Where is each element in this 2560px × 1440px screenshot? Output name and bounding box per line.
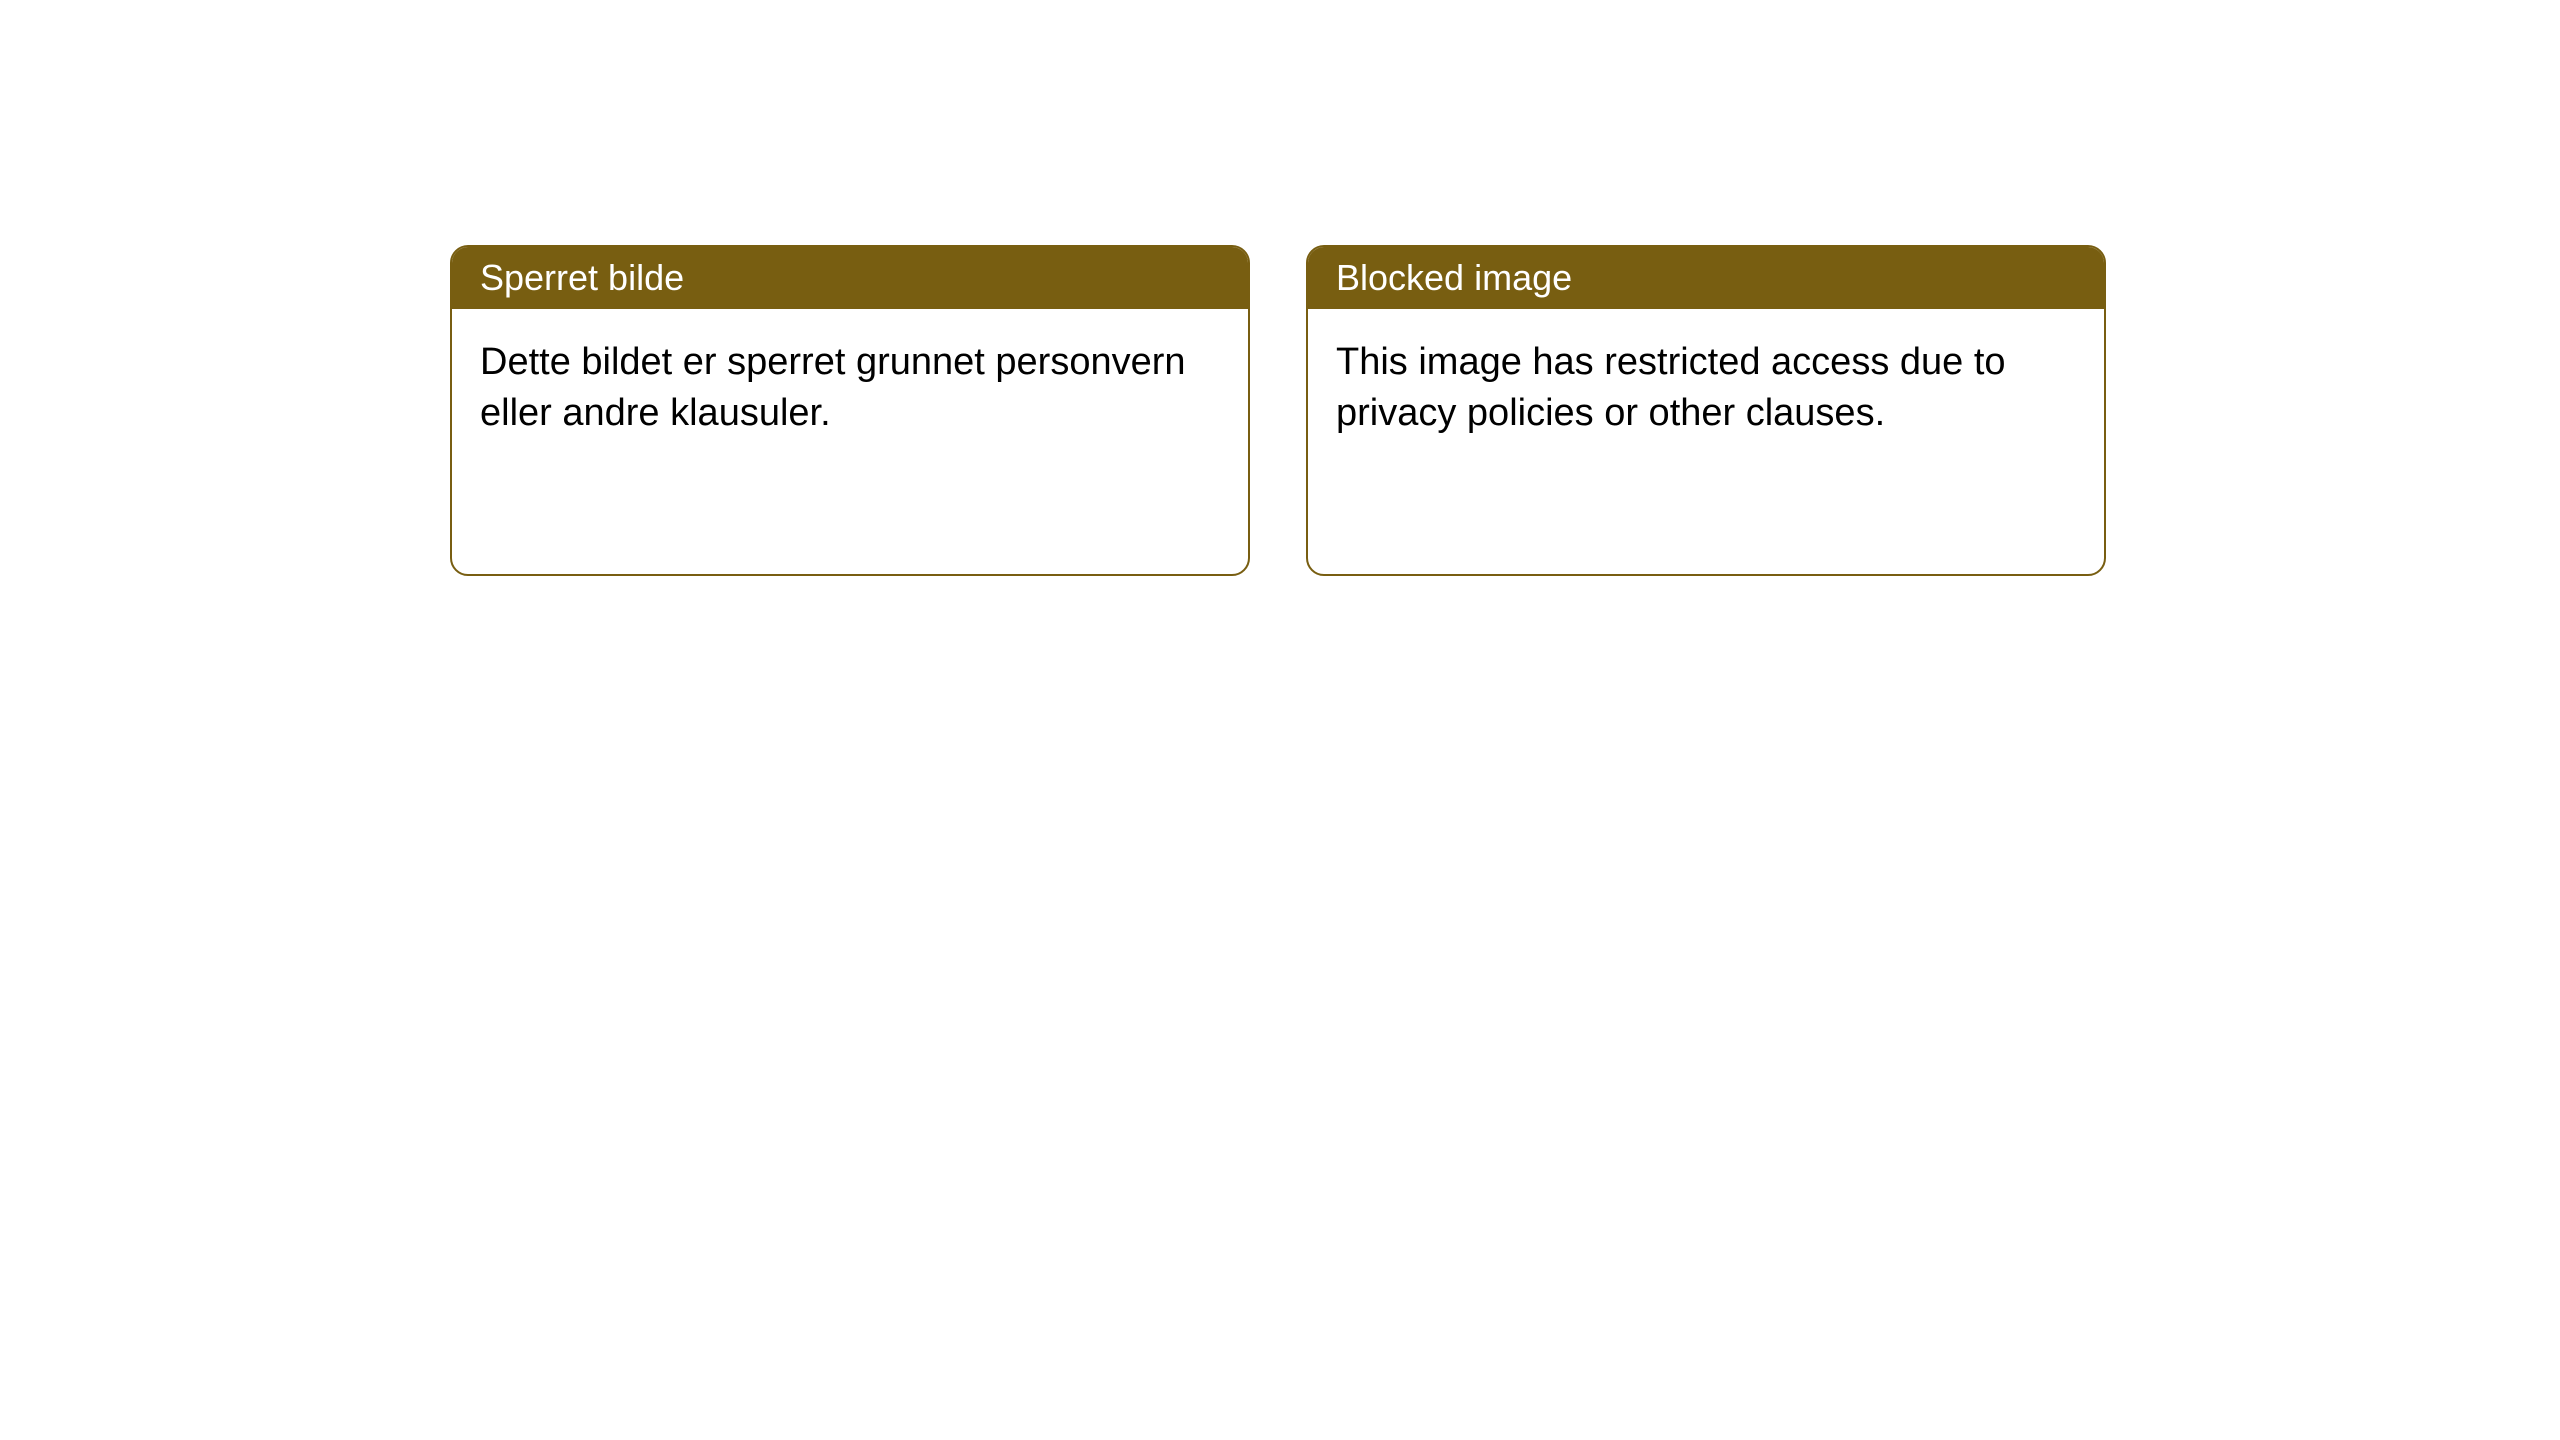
notice-container: Sperret bilde Dette bildet er sperret gr… — [0, 0, 2560, 576]
notice-title-english: Blocked image — [1336, 257, 1572, 298]
notice-text-english: This image has restricted access due to … — [1336, 341, 2006, 434]
notice-body-english: This image has restricted access due to … — [1308, 309, 2104, 574]
notice-card-norwegian: Sperret bilde Dette bildet er sperret gr… — [450, 245, 1250, 576]
notice-header-english: Blocked image — [1308, 247, 2104, 309]
notice-title-norwegian: Sperret bilde — [480, 257, 684, 298]
notice-text-norwegian: Dette bildet er sperret grunnet personve… — [480, 341, 1186, 434]
notice-card-english: Blocked image This image has restricted … — [1306, 245, 2106, 576]
notice-body-norwegian: Dette bildet er sperret grunnet personve… — [452, 309, 1248, 574]
notice-header-norwegian: Sperret bilde — [452, 247, 1248, 309]
